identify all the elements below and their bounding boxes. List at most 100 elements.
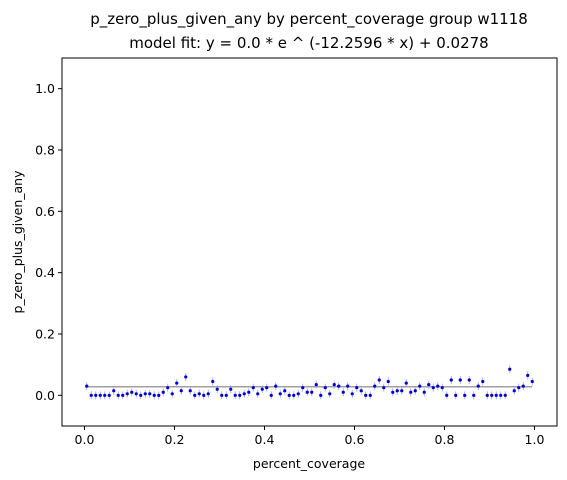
- x-tick-label: 0.0: [75, 432, 95, 447]
- data-point: [197, 392, 201, 396]
- data-point: [476, 384, 480, 388]
- data-point: [215, 387, 219, 391]
- data-point: [184, 375, 188, 379]
- data-point: [211, 379, 215, 384]
- data-point: [355, 386, 359, 390]
- data-point: [368, 393, 372, 397]
- data-point: [220, 393, 224, 397]
- data-point: [206, 392, 210, 396]
- data-point: [526, 373, 530, 377]
- data-point: [499, 393, 503, 397]
- y-tick-label: 0.2: [35, 327, 55, 342]
- data-point: [233, 393, 237, 397]
- data-point: [328, 392, 332, 396]
- data-point: [319, 393, 323, 397]
- data-point: [409, 390, 413, 394]
- data-point: [247, 390, 251, 394]
- data-point: [386, 379, 390, 384]
- y-tick-label: 0.6: [35, 204, 55, 219]
- data-point: [296, 392, 300, 396]
- plot-frame: [61, 57, 558, 427]
- data-point: [166, 386, 170, 390]
- data-point: [179, 389, 183, 393]
- data-point: [413, 389, 417, 393]
- data-point: [148, 392, 152, 396]
- data-point: [260, 387, 264, 391]
- data-point: [350, 392, 354, 396]
- data-point: [89, 393, 93, 397]
- data-point: [314, 383, 318, 387]
- data-point: [130, 390, 134, 394]
- data-point: [436, 384, 440, 388]
- y-axis-label: p_zero_plus_given_any: [10, 170, 25, 314]
- data-point: [292, 393, 296, 397]
- data-point: [161, 390, 165, 394]
- data-point: [112, 389, 116, 393]
- data-point: [85, 384, 89, 388]
- data-point: [229, 387, 233, 391]
- data-point: [449, 378, 453, 382]
- data-point: [517, 386, 521, 390]
- data-point: [481, 379, 485, 384]
- data-point: [121, 393, 125, 397]
- data-point: [346, 384, 350, 388]
- x-tick-label: 0.8: [435, 432, 455, 447]
- data-point: [265, 386, 269, 390]
- data-point: [440, 386, 444, 390]
- data-point: [337, 384, 341, 388]
- data-point: [157, 393, 161, 397]
- data-point: [521, 384, 525, 388]
- data-point: [116, 393, 120, 397]
- x-tick-label: 0.4: [255, 432, 275, 447]
- data-point: [283, 389, 287, 393]
- y-axis-ticks: 0.0 0.2 0.4 0.6 0.8 1.0: [35, 81, 62, 403]
- x-tick-label: 1.0: [525, 432, 545, 447]
- data-point: [530, 379, 534, 384]
- data-point: [427, 383, 431, 387]
- data-point: [305, 390, 309, 394]
- data-point: [224, 393, 228, 397]
- data-point: [202, 393, 206, 397]
- data-point: [278, 392, 282, 396]
- data-point: [377, 378, 381, 382]
- data-point: [512, 389, 516, 393]
- data-point: [139, 393, 143, 397]
- data-point: [458, 378, 462, 382]
- data-point: [269, 393, 273, 397]
- x-axis-label: percent_coverage: [253, 456, 365, 471]
- data-point: [472, 393, 476, 397]
- data-point-layer: [85, 367, 534, 397]
- x-axis-ticks: 0.0 0.2 0.4 0.6 0.8 1.0: [75, 426, 545, 447]
- data-point: [454, 393, 458, 397]
- data-point: [490, 393, 494, 397]
- data-point: [256, 392, 260, 396]
- data-point: [332, 383, 336, 387]
- data-point: [274, 384, 278, 388]
- data-point: [242, 392, 246, 396]
- y-tick-label: 0.8: [35, 143, 55, 158]
- data-point: [310, 390, 314, 394]
- data-point: [422, 390, 426, 394]
- x-tick-label: 0.6: [345, 432, 365, 447]
- data-point: [323, 386, 327, 390]
- data-point: [143, 392, 147, 396]
- data-point: [98, 393, 102, 397]
- data-point: [341, 390, 345, 394]
- data-point: [391, 390, 395, 394]
- data-point: [103, 393, 107, 397]
- data-point: [152, 393, 156, 397]
- data-point: [125, 392, 129, 396]
- data-point: [134, 392, 138, 396]
- data-point: [287, 393, 291, 397]
- data-point: [94, 393, 98, 397]
- data-point: [170, 392, 174, 396]
- data-point: [107, 393, 111, 397]
- y-tick-label: 0.0: [35, 388, 55, 403]
- data-point: [445, 393, 449, 397]
- data-point: [301, 386, 305, 390]
- data-point: [418, 384, 422, 388]
- data-point: [431, 386, 435, 390]
- y-tick-label: 1.0: [35, 81, 55, 96]
- data-point: [467, 378, 471, 382]
